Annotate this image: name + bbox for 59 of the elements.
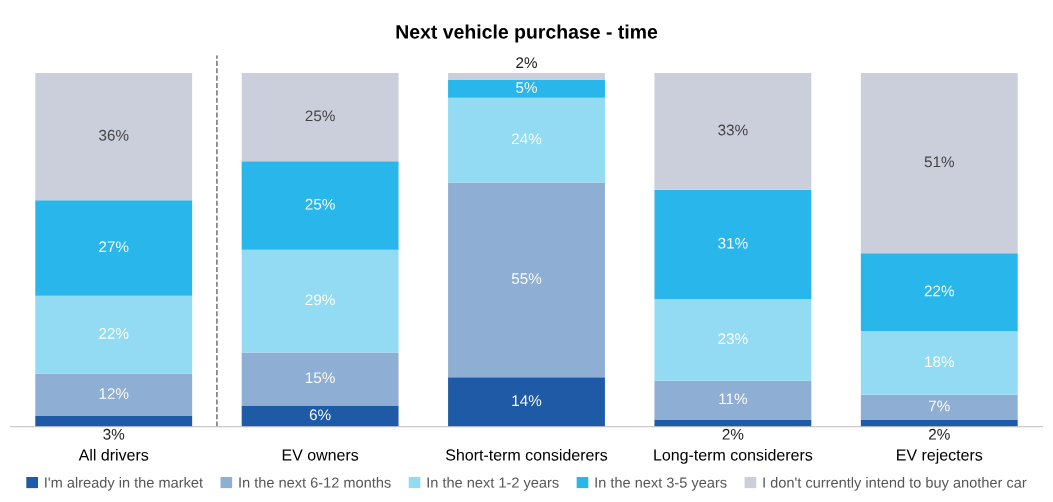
bar — [860, 331, 1018, 395]
data-label: 6% — [309, 409, 331, 421]
bar — [448, 72, 605, 80]
bar — [654, 189, 812, 300]
bar — [35, 72, 193, 201]
bar — [241, 249, 399, 353]
data-label: 15% — [305, 372, 335, 384]
bar — [860, 394, 1018, 420]
data-label: 7% — [929, 400, 950, 412]
x-tick-label: Long-term considerers — [654, 448, 813, 464]
bar — [35, 295, 193, 374]
bar — [35, 416, 193, 427]
x-tick-label: All drivers — [78, 448, 149, 461]
chart-title: Next vehicle purchase - time — [396, 24, 658, 43]
data-label: 31% — [718, 237, 748, 249]
legend-label: In the next 3-5 years — [595, 477, 727, 491]
bar — [860, 253, 1018, 332]
data-label: 36% — [99, 129, 129, 141]
data-label: 25% — [305, 110, 335, 122]
data-label: 29% — [305, 294, 335, 306]
data-label: 2% — [929, 428, 950, 440]
bar — [35, 373, 193, 417]
bar — [654, 72, 812, 190]
bar — [448, 377, 605, 427]
legend-label: In the next 6-12 months — [239, 477, 391, 488]
data-label: 22% — [99, 328, 129, 339]
bar — [448, 97, 605, 183]
data-label: 55% — [511, 273, 542, 284]
x-tick-label: EV owners — [282, 449, 359, 461]
data-label: 27% — [99, 241, 129, 253]
bar — [654, 380, 812, 420]
bar — [241, 405, 399, 427]
data-label: 14% — [512, 395, 542, 406]
data-label: 33% — [718, 124, 748, 136]
data-label: 23% — [718, 333, 748, 345]
bar — [654, 299, 812, 381]
legend-label: I don't currently intend to buy another car — [763, 477, 1027, 491]
data-label: 25% — [305, 198, 335, 210]
legend-label: I'm already in the market — [45, 477, 203, 491]
bar — [860, 72, 1018, 254]
data-label: 18% — [925, 356, 955, 368]
bar — [241, 72, 399, 162]
data-label: 51% — [924, 156, 955, 168]
bar — [448, 79, 605, 98]
bar — [241, 352, 399, 406]
data-label: 5% — [516, 82, 537, 93]
legend-label: In the next 1-2 years — [427, 477, 559, 491]
x-tick-label: EV rejecters — [897, 448, 983, 464]
data-label: 3% — [103, 428, 125, 440]
bar — [35, 200, 193, 296]
x-tick-label: Short-term considerers — [446, 448, 608, 461]
data-label: 11% — [719, 393, 748, 405]
bar — [241, 161, 399, 250]
data-label: 12% — [99, 388, 129, 399]
data-label: 22% — [924, 285, 955, 297]
data-label: 24% — [511, 133, 542, 145]
data-label: 2% — [722, 428, 744, 440]
data-label: 2% — [516, 57, 537, 69]
bar — [448, 182, 605, 378]
